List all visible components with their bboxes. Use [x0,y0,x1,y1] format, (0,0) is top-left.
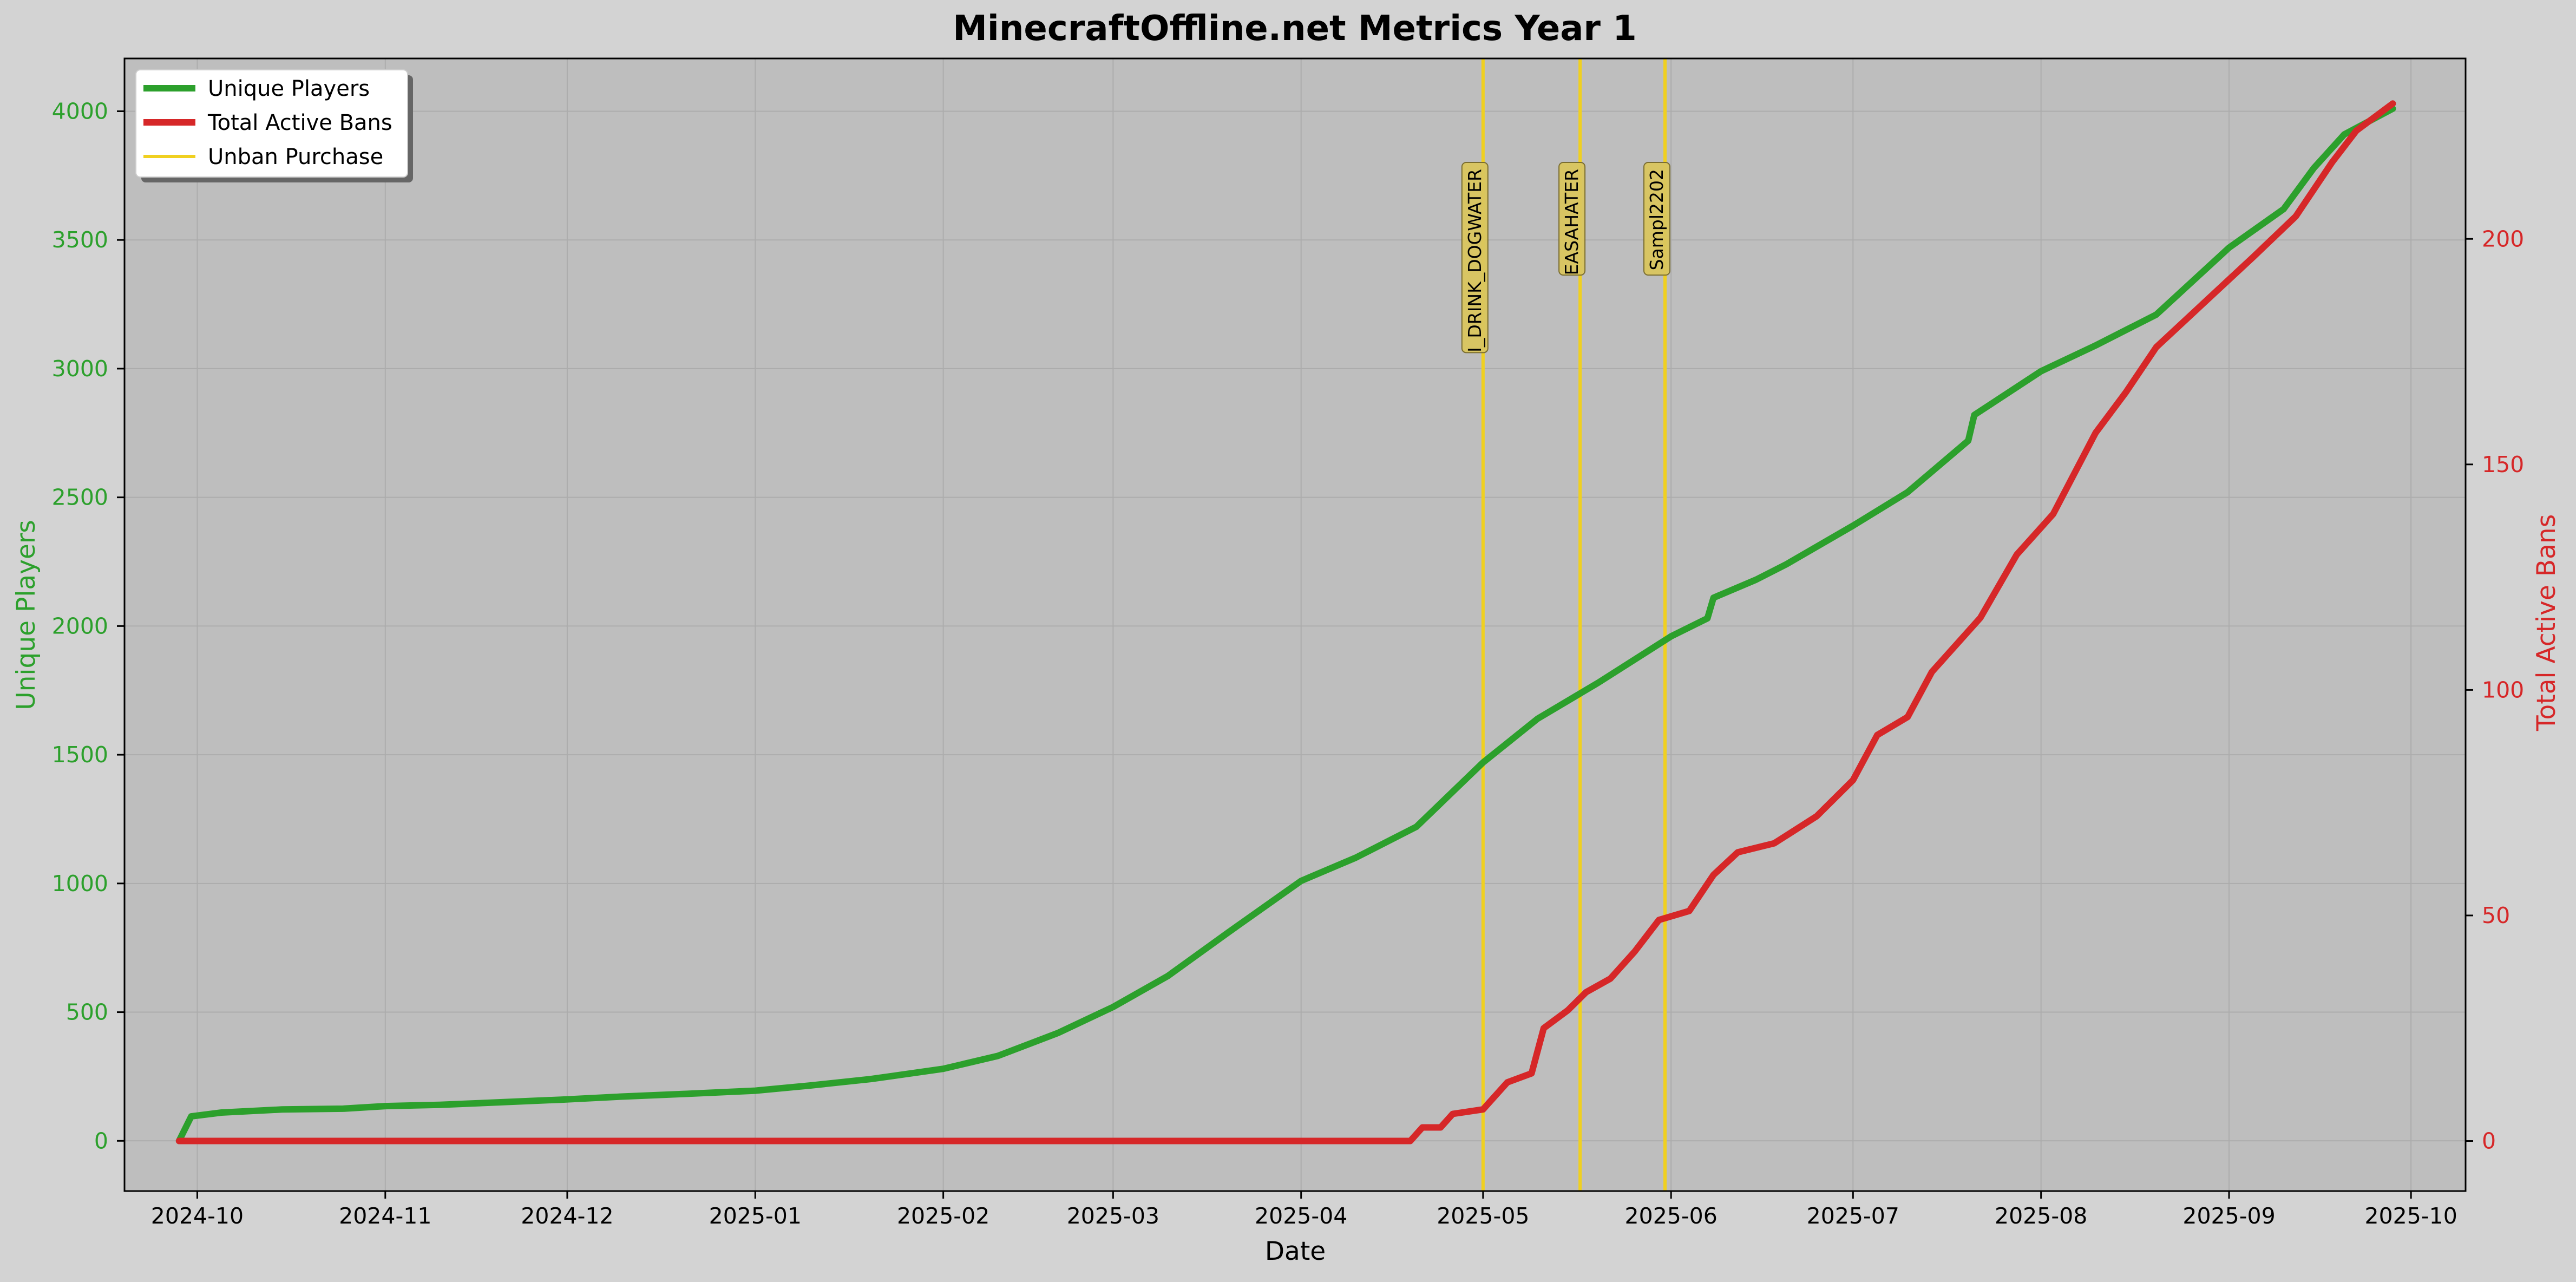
x-tick-label: 2025-06 [1625,1203,1718,1229]
series-line-unique-players [175,105,2396,1144]
y-left-tick-label: 2500 [52,485,108,511]
y-right-tick-label: 150 [2482,452,2524,478]
legend: Unique Players Total Active Bans Unban P… [135,69,413,182]
x-tick-label: 2024-10 [151,1203,244,1229]
x-tick-label: 2024-12 [521,1203,613,1229]
legend-label-unique-players: Unique Players [208,76,370,101]
unban-purchase-label: Sampl2202 [1643,162,1670,276]
y-axis-right: 0 50 100 150 200 [2466,226,2524,1154]
x-tick-label: 2024-11 [339,1203,431,1229]
x-tick-label: 2025-02 [897,1203,989,1229]
unban-purchase-label-text: EASAHATER [1561,169,1582,275]
y-left-tick-label: 1000 [52,871,108,897]
unban-purchase-label-box [1461,162,1489,354]
unban-purchase-label-box [1558,162,1586,276]
x-tick-label: 2025-03 [1067,1203,1159,1229]
y-left-tick-label: 4000 [52,98,108,124]
plot-frame [123,57,2467,1192]
legend-label-unban-purchase: Unban Purchase [208,145,383,169]
y-right-tick-label: 50 [2482,902,2510,928]
y-right-tick-label: 200 [2482,226,2524,252]
x-axis: 2024-10 2024-11 2024-12 2025-01 2025-02 2025-… [151,1191,2457,1229]
unban-purchase-label-box [1643,162,1670,276]
x-tick-label: 2025-04 [1255,1203,1347,1229]
y-left-tick-label: 1500 [52,742,108,768]
y-right-tick-label: 0 [2482,1128,2496,1154]
unban-purchase-label-text: I_DRINK_DOGWATER [1464,169,1485,352]
x-tick-label: 2025-10 [2365,1203,2457,1229]
y-left-tick-label: 0 [94,1128,108,1154]
plot-area [124,58,2466,1191]
grid [124,58,2466,1191]
unban-purchase-label: I_DRINK_DOGWATER [1461,162,1489,354]
y-right-tick-label: 100 [2482,677,2524,703]
series-line-total-active-bans [175,100,2396,1144]
y-left-tick-label: 2000 [52,613,108,639]
x-tick-label: 2025-08 [1995,1203,2087,1229]
unban-purchase-labels: I_DRINK_DOGWATER EASAHATER Sampl2202 [1461,162,1670,354]
series-lines [175,100,2396,1144]
unban-purchase-label: EASAHATER [1558,162,1586,276]
y-axis-left-label: Unique Players [11,520,41,710]
chart-title: MinecraftOffline.net Metrics Year 1 [953,9,1637,49]
x-tick-label: 2025-05 [1437,1203,1529,1229]
y-left-tick-label: 500 [66,999,108,1025]
legend-label-total-active-bans: Total Active Bans [207,110,392,135]
unban-purchase-label-text: Sampl2202 [1646,169,1667,270]
y-left-tick-label: 3000 [52,356,108,382]
y-left-tick-label: 3500 [52,227,108,253]
x-axis-label: Date [1265,1237,1326,1266]
legend-box [135,69,408,178]
x-tick-label: 2025-01 [709,1203,802,1229]
y-axis-left: 0 500 1000 1500 2000 2500 3000 3500 4000 [52,98,124,1154]
x-tick-label: 2025-09 [2182,1203,2275,1229]
x-tick-label: 2025-07 [1807,1203,1899,1229]
y-axis-right-label: Total Active Bans [2532,514,2561,731]
